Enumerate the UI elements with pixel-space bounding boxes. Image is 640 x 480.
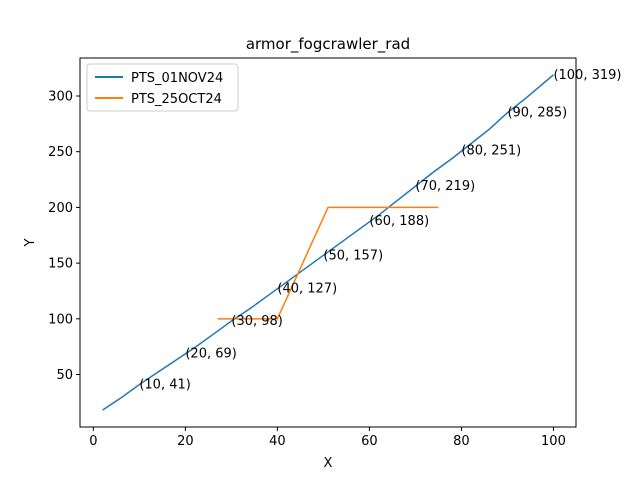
x-axis-label: X xyxy=(324,456,333,471)
y-axis-label: Y xyxy=(23,238,38,247)
annotations: (10, 41) (20, 69) (30, 98) (40, 127) (50, 15… xyxy=(139,68,621,393)
y-tick-label: 250 xyxy=(48,145,73,160)
legend-label-pts-01nov24: PTS_01NOV24 xyxy=(131,71,223,86)
legend-box xyxy=(86,63,239,112)
series-line-pts-25oct24 xyxy=(217,206,439,320)
y-tick-label: 200 xyxy=(48,201,73,216)
plot-frame xyxy=(79,57,577,428)
y-tick-label: 100 xyxy=(48,312,73,327)
data-label: (40, 127) xyxy=(277,282,337,297)
y-axis-ticks: 50 100 150 200 250 300 xyxy=(48,89,80,383)
series-line-pts-01nov24 xyxy=(102,74,554,411)
x-tick-label: 100 xyxy=(541,434,566,449)
chart-title: armor_fogcrawler_rad xyxy=(246,35,410,54)
y-tick-label: 300 xyxy=(48,89,73,104)
data-label: (90, 285) xyxy=(507,106,567,121)
data-label: (80, 251) xyxy=(461,144,521,159)
x-tick-label: 20 xyxy=(177,434,194,449)
data-label: (10, 41) xyxy=(139,378,191,393)
data-label: (100, 319) xyxy=(553,68,621,83)
data-label: (60, 188) xyxy=(369,214,429,229)
y-tick-label: 50 xyxy=(56,368,73,383)
x-tick-label: 60 xyxy=(361,434,378,449)
data-label: (20, 69) xyxy=(185,346,237,361)
legend: PTS_01NOV24 PTS_25OCT24 xyxy=(86,63,239,112)
data-label: (50, 157) xyxy=(323,248,383,263)
x-tick-label: 0 xyxy=(89,434,97,449)
data-label: (30, 98) xyxy=(231,314,283,329)
x-tick-label: 80 xyxy=(453,434,470,449)
legend-label-pts-25oct24: PTS_25OCT24 xyxy=(131,92,222,107)
plot-lines xyxy=(102,74,554,411)
x-tick-label: 40 xyxy=(269,434,286,449)
y-tick-label: 150 xyxy=(48,257,73,272)
x-axis-ticks: 0 20 40 60 80 100 xyxy=(89,427,566,449)
data-label: (70, 219) xyxy=(415,179,475,194)
